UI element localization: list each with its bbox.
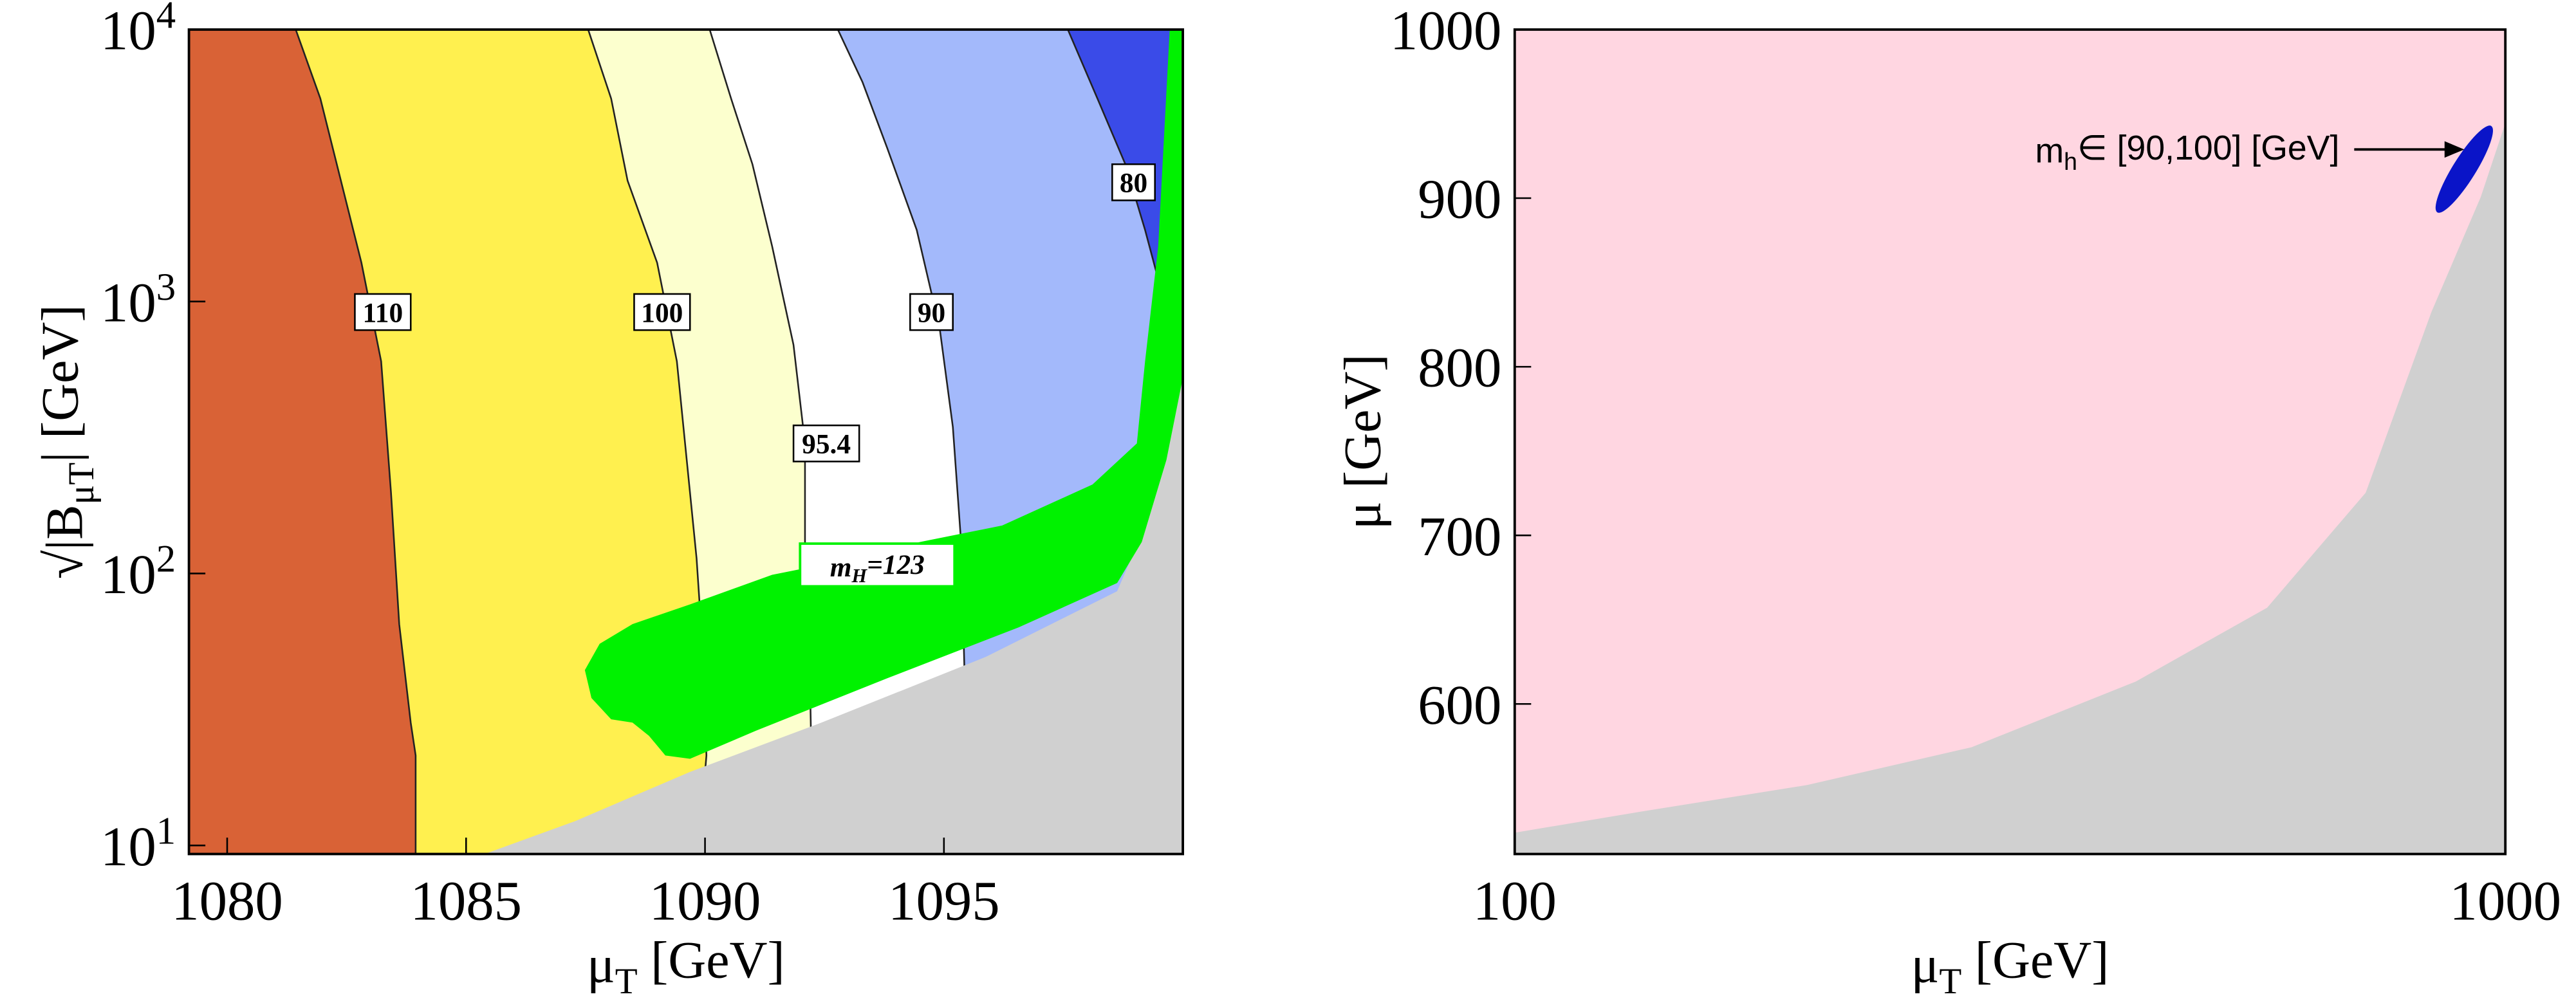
contour-label: 80 — [1120, 168, 1147, 199]
x-axis-title: μT​ [GeV] — [1911, 930, 2109, 1001]
excluded-region — [485, 378, 1183, 854]
contour-label: 95.4 — [802, 429, 851, 460]
higgs-band — [584, 29, 1183, 759]
arrow-head — [2444, 141, 2465, 158]
contour-label: 100 — [641, 297, 683, 328]
contour-label-box — [633, 293, 691, 331]
x-axis-title: μT​ [GeV] — [587, 930, 785, 1001]
x-tick-label: 100 — [1473, 870, 1557, 932]
region — [189, 29, 416, 854]
x-tick-label: 1090 — [649, 870, 761, 932]
x-tick-label: 1095 — [888, 870, 1000, 932]
plot-frame — [187, 28, 1185, 856]
contour-label-box — [1111, 163, 1156, 201]
y-tick-label: 104​ — [100, 0, 176, 62]
annotation: mH​=123 — [830, 549, 925, 587]
x-tick-label: 1085 — [411, 870, 523, 932]
contour-label-box — [792, 424, 860, 463]
annotation-box — [799, 542, 956, 588]
x-tick-label: 1080 — [171, 870, 283, 932]
contour-label: 90 — [918, 297, 945, 328]
annotation: mh​∈ [90,100] [GeV] — [2035, 129, 2340, 175]
y-tick-label: 600 — [1418, 674, 1501, 736]
y-tick-label: 900 — [1418, 169, 1501, 230]
y-axis-title: √|BμT​| [GeV] — [30, 304, 102, 579]
contour-line — [837, 29, 970, 854]
mh-region — [2435, 125, 2493, 213]
y-tick-label: 103​ — [100, 266, 176, 333]
contour-label-box — [909, 293, 954, 331]
contour-label: 110 — [363, 297, 403, 328]
contour-label-box — [354, 293, 412, 331]
y-axis-title: μ [GeV] — [1333, 354, 1391, 529]
y-tick-label: 800 — [1418, 337, 1501, 399]
plot-frame — [1513, 28, 2507, 856]
x-tick-label: 1000 — [2449, 870, 2561, 932]
contour-line — [295, 29, 417, 854]
y-tick-label: 700 — [1418, 506, 1501, 567]
y-tick-label: 1000 — [1390, 0, 1502, 62]
y-tick-label: 102​ — [100, 538, 176, 605]
excluded-region — [1514, 123, 2506, 854]
y-tick-label: 101​ — [100, 809, 176, 877]
